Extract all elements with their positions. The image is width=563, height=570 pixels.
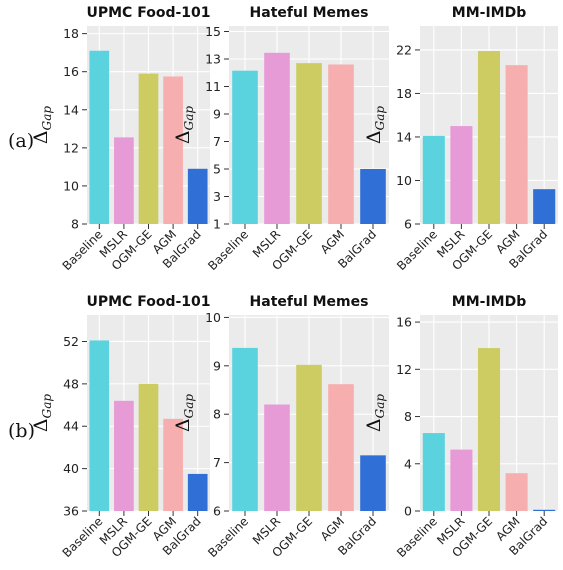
bar-baseline [422,135,445,224]
bar-balgrad [533,189,556,224]
x-tick-label: AGM [318,227,347,256]
bar-baseline [232,70,258,224]
y-tick-label: 9 [213,107,221,122]
bar-ogm-ge [138,73,159,224]
chart-panel-3: 610141822BaselineMSLROGM-GEAGMBalGradMM-… [363,5,558,273]
x-tick-label: Baseline [394,514,440,560]
panel-title: Hateful Memes [250,294,369,310]
bar-agm [328,64,354,224]
y-tick-label: 4 [404,456,412,471]
x-tick-label: Baseline [394,227,440,273]
bar-mslr [450,449,473,511]
x-tick-label: AGM [318,514,347,543]
bar-ogm-ge [138,383,159,511]
bar-mslr [264,52,290,224]
bar-balgrad [360,169,386,224]
y-tick-label: 52 [63,334,79,349]
y-axis-label: ΔGap [30,106,54,144]
bar-agm [505,65,528,225]
panel-title: MM-IMDb [452,294,526,310]
bar-baseline [422,433,445,511]
bar-balgrad [360,455,386,511]
panel-title: Hateful Memes [250,5,369,21]
y-tick-label: 9 [213,358,221,373]
y-tick-label: 10 [396,173,412,188]
bar-mslr [264,404,290,511]
y-tick-label: 40 [63,461,79,476]
y-axis-label: ΔGap [172,106,196,144]
y-tick-label: 22 [396,42,412,57]
bar-mslr [450,126,473,224]
y-tick-label: 8 [404,409,412,424]
y-axis-label: ΔGap [363,394,387,432]
chart-panel-6: 0481216BaselineMSLROGM-GEAGMBalGradMM-IM… [363,294,558,560]
bar-balgrad [187,473,208,511]
y-tick-label: 5 [213,162,221,177]
bar-agm [505,473,528,511]
bar-agm [328,384,354,511]
y-tick-label: 11 [205,79,221,94]
y-tick-label: 10 [63,178,79,193]
bar-agm [163,76,183,224]
x-tick-label: Baseline [205,514,251,560]
y-axis-label: ΔGap [363,106,387,144]
y-tick-label: 48 [63,376,79,391]
bar-mslr [114,400,134,511]
y-tick-label: 14 [396,129,412,144]
panel-title: MM-IMDb [452,5,526,21]
y-tick-label: 8 [71,217,79,232]
bar-baseline [232,347,258,511]
row-label-b: (b) [8,420,35,442]
y-tick-label: 44 [63,419,79,434]
bar-ogm-ge [296,63,322,224]
bar-balgrad [187,168,208,224]
y-tick-label: 6 [213,504,221,519]
panel-title: UPMC Food-101 [87,5,211,21]
x-tick-label: Baseline [205,227,251,273]
y-tick-label: 16 [396,315,412,330]
y-tick-label: 10 [205,310,221,325]
bar-baseline [89,340,110,511]
bar-mslr [114,137,134,224]
y-tick-label: 0 [404,504,412,519]
y-tick-label: 1 [213,217,221,232]
row-label-a: (a) [8,130,34,152]
y-tick-label: 7 [213,455,221,470]
y-tick-label: 12 [396,362,412,377]
y-tick-label: 15 [205,24,221,39]
bar-ogm-ge [296,364,322,511]
y-tick-label: 16 [63,64,79,79]
y-tick-label: 14 [63,102,79,117]
bar-ogm-ge [477,51,501,225]
bar-agm [163,418,183,511]
y-tick-label: 18 [63,26,79,41]
bar-balgrad [533,509,556,511]
y-tick-label: 36 [63,504,79,519]
y-tick-label: 6 [404,217,412,232]
y-tick-label: 3 [213,189,221,204]
y-tick-label: 8 [213,407,221,422]
y-axis-label: ΔGap [172,394,196,432]
y-axis-label: ΔGap [30,394,54,432]
bar-ogm-ge [477,348,501,511]
y-tick-label: 12 [63,140,79,155]
panel-title: UPMC Food-101 [87,294,211,310]
bar-baseline [89,50,110,224]
y-tick-label: 13 [205,52,221,67]
y-tick-label: 18 [396,86,412,101]
y-tick-label: 7 [213,134,221,149]
